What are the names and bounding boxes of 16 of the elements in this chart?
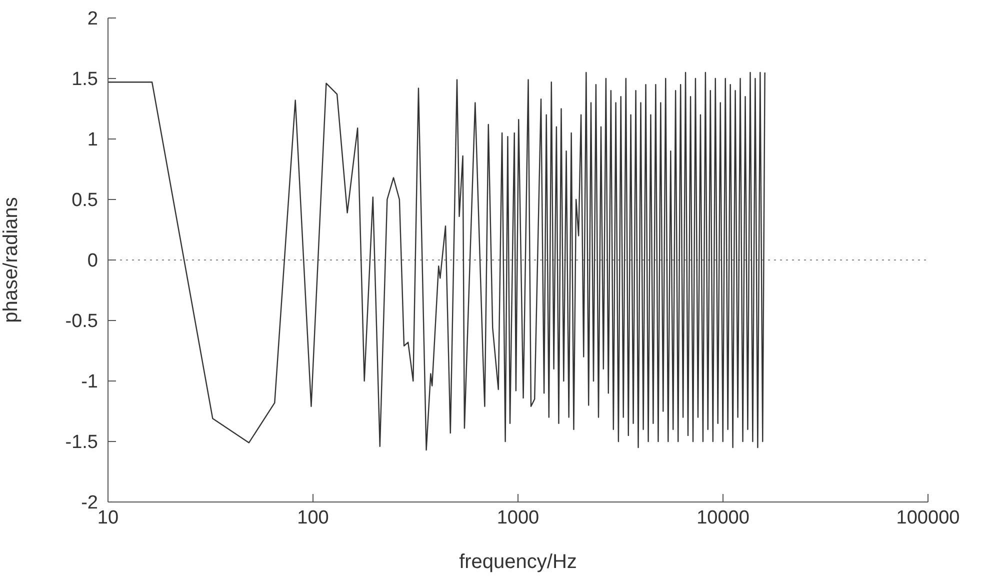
x-tick-label: 10000 xyxy=(696,507,750,528)
x-axis-title: frequency/Hz xyxy=(459,551,577,573)
x-tick-label: 1000 xyxy=(496,507,540,528)
x-tick-label: 100000 xyxy=(896,507,960,528)
y-tick-label: 2 xyxy=(87,8,98,30)
y-tick-label: -1 xyxy=(81,372,98,393)
y-tick-label: 0.5 xyxy=(72,190,98,212)
x-tick-label: 10 xyxy=(97,507,119,528)
y-tick-label: -1.5 xyxy=(65,432,98,454)
y-tick-label: -0.5 xyxy=(65,311,98,332)
y-tick-label: 1.5 xyxy=(72,69,98,90)
y-axis-title: phase/radians xyxy=(0,197,22,323)
y-tick-label: 0 xyxy=(87,250,98,272)
y-tick-label: -2 xyxy=(81,492,98,514)
y-tick-label: 1 xyxy=(87,130,98,151)
x-tick-label: 100 xyxy=(297,507,329,528)
